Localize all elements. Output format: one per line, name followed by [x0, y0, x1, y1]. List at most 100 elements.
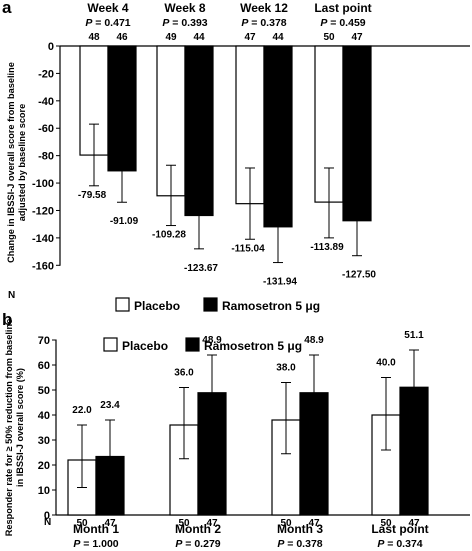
- y-tick-label: -40: [38, 96, 54, 108]
- data-label: -115.04: [231, 243, 265, 254]
- category-label: Month 1: [73, 522, 119, 536]
- y-tick-label: 60: [38, 360, 50, 372]
- y-axis-label: Change in IBSSI-J overall score from bas…: [6, 62, 27, 263]
- data-label: 40.0: [376, 358, 396, 369]
- data-label: -109.28: [152, 230, 186, 241]
- p-number: = 0.378: [284, 538, 322, 550]
- p-number: = 0.459: [327, 17, 365, 29]
- category-label: Week 8: [164, 1, 205, 15]
- data-label: -91.09: [110, 216, 139, 227]
- panel-letter: a: [2, 0, 12, 17]
- p-value: P = 0.374: [377, 538, 422, 550]
- n-count: 50: [323, 32, 335, 43]
- n-count: 50: [178, 518, 190, 529]
- n-count: 47: [351, 32, 363, 43]
- y-tick-label: 40: [38, 410, 50, 422]
- y-tick-label: -60: [38, 123, 54, 135]
- legend-label: Ramosetron 5 μg: [222, 299, 320, 313]
- data-label: 38.0: [276, 363, 296, 374]
- n-count: 47: [408, 518, 420, 529]
- legend: Placebo Ramosetron 5 μg: [115, 297, 320, 313]
- category-2: -115.04 47 -131.94 44 Week 12 P = 0.378: [231, 1, 297, 288]
- y-tick-label: 20: [38, 460, 50, 472]
- n-count: 50: [380, 518, 392, 529]
- n-label: N: [44, 517, 51, 528]
- legend-swatch: [185, 337, 200, 352]
- p-symbol: P: [320, 17, 328, 29]
- panel-letter: b: [2, 310, 12, 329]
- n-count: 44: [193, 32, 205, 43]
- p-value: P = 1.000: [73, 538, 118, 550]
- y-tick-label: 0: [48, 41, 54, 53]
- p-value: P = 0.279: [175, 538, 220, 550]
- p-symbol: P: [277, 538, 285, 550]
- data-label: 51.1: [404, 330, 424, 341]
- p-number: = 0.471: [92, 17, 130, 29]
- category-label: Month 2: [175, 522, 221, 536]
- p-symbol: P: [162, 17, 170, 29]
- category-0: -79.58 48 -91.09 46 Week 4 P = 0.471: [78, 1, 139, 227]
- data-label: 36.0: [174, 368, 194, 379]
- p-symbol: P: [73, 538, 81, 550]
- category-label: Last point: [371, 522, 428, 536]
- category-label: Week 4: [87, 1, 128, 15]
- n-count: 47: [206, 518, 218, 529]
- p-number: = 0.374: [384, 538, 422, 550]
- n-count: 50: [280, 518, 292, 529]
- y-tick-label: 0: [44, 510, 50, 522]
- category-label: Week 12: [240, 1, 288, 15]
- n-count: 48: [88, 32, 100, 43]
- y-tick-label: -100: [32, 178, 54, 190]
- n-count: 47: [244, 32, 256, 43]
- y-tick-label: -80: [38, 151, 54, 163]
- p-symbol: P: [85, 17, 93, 29]
- p-number: = 0.378: [248, 17, 286, 29]
- n-count: 44: [272, 32, 284, 43]
- p-value: P = 0.378: [277, 538, 322, 550]
- y-tick-label: -140: [32, 233, 54, 245]
- legend-swatch: [103, 337, 118, 352]
- legend-swatch: [115, 297, 130, 312]
- category-label: Last point: [314, 1, 371, 15]
- n-count: 49: [165, 32, 177, 43]
- y-tick-label: -120: [32, 205, 54, 217]
- n-count: 47: [104, 518, 116, 529]
- y-axis-label-line1: Responder rate for ≥ 50% reduction from …: [4, 319, 14, 536]
- legend-label: Placebo: [134, 299, 180, 313]
- legend-swatch: [203, 297, 218, 312]
- y-tick-label: -160: [32, 260, 54, 272]
- p-number: = 0.279: [182, 538, 220, 550]
- legend: Placebo Ramosetron 5 μg: [103, 337, 302, 353]
- legend-label: Ramosetron 5 μg: [204, 339, 302, 353]
- p-symbol: P: [377, 538, 385, 550]
- y-tick-label: -20: [38, 68, 54, 80]
- p-value: P = 0.459: [320, 17, 365, 29]
- data-label: -123.67: [184, 263, 218, 274]
- data-label: 48.9: [304, 335, 324, 346]
- legend-label: Placebo: [122, 339, 168, 353]
- data-label: -127.50: [342, 270, 376, 281]
- p-value: P = 0.471: [85, 17, 130, 29]
- n-count: 50: [76, 518, 88, 529]
- data-label: 23.4: [100, 400, 120, 411]
- category-label: Month 3: [277, 522, 323, 536]
- y-tick-label: 70: [38, 335, 50, 347]
- p-number: = 0.393: [169, 17, 207, 29]
- p-value: P = 0.393: [162, 17, 207, 29]
- data-label: 48.9: [202, 335, 222, 346]
- n-label: N: [8, 290, 15, 301]
- y-axis-label: Responder rate for ≥ 50% reduction from …: [4, 319, 25, 536]
- n-count: 46: [116, 32, 128, 43]
- panel-a: a Change in IBSSI-J overall score from ba…: [2, 0, 470, 313]
- y-tick-label: 30: [38, 435, 50, 447]
- data-label: -79.58: [78, 190, 107, 201]
- y-axis-label-line1: Change in IBSSI-J overall score from bas…: [6, 62, 16, 263]
- y-axis-label-line2: adjusted by baseline score: [17, 104, 27, 221]
- data-label: -113.89: [310, 242, 344, 253]
- y-axis-label-line2: in IBSSI-J overall score (%): [15, 368, 25, 487]
